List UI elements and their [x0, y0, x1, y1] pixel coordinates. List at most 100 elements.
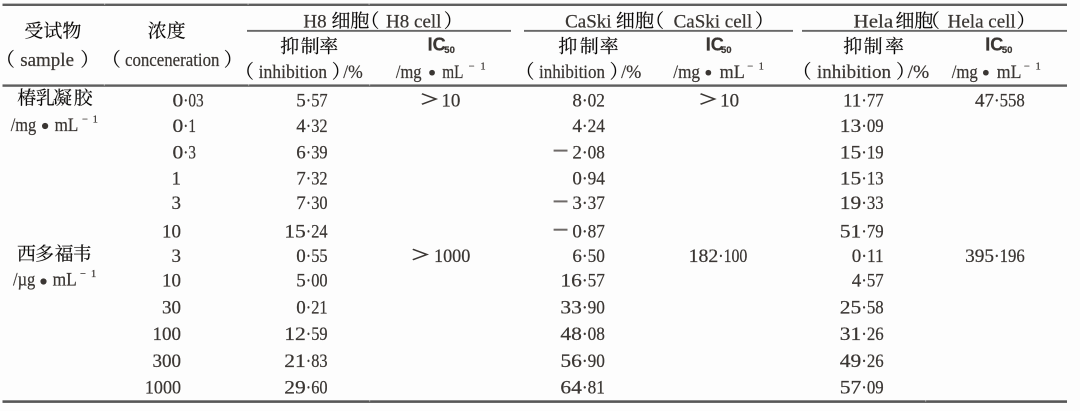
svg-text:/mg: /mg [396, 62, 422, 83]
svg-text:mL: mL [55, 115, 79, 136]
svg-text:13: 13 [840, 116, 862, 137]
svg-text:7: 7 [296, 169, 306, 190]
svg-text:inhibition: inhibition [539, 62, 605, 83]
svg-text:12: 12 [284, 324, 306, 345]
svg-text:·3: ·3 [183, 142, 196, 163]
svg-text:·26: ·26 [861, 351, 883, 372]
svg-text:·55: ·55 [306, 246, 328, 267]
svg-text:4: 4 [852, 271, 862, 292]
svg-text:0: 0 [173, 116, 184, 137]
svg-text:/mg: /mg [952, 62, 979, 83]
svg-text:49: 49 [840, 351, 862, 372]
svg-text:·196: ·196 [994, 246, 1025, 267]
svg-text:Hela cell: Hela cell [948, 11, 1016, 32]
svg-text:64: 64 [560, 378, 582, 399]
svg-text:/%: /% [621, 62, 641, 83]
svg-text:0: 0 [852, 246, 862, 267]
svg-text:/µg: /µg [13, 270, 36, 291]
svg-text:51: 51 [840, 221, 862, 242]
svg-text:5: 5 [296, 90, 306, 111]
svg-text:4: 4 [572, 116, 582, 137]
svg-text:·60: ·60 [306, 378, 328, 399]
svg-text:·19: ·19 [861, 142, 883, 163]
svg-text:3: 3 [172, 193, 182, 214]
svg-text:/%: /% [343, 62, 363, 83]
svg-text:10: 10 [441, 90, 460, 111]
svg-text:conceneration: conceneration [125, 50, 220, 71]
svg-text:CaSki: CaSki [565, 11, 611, 32]
svg-text:25: 25 [840, 297, 862, 318]
svg-text:·87: ·87 [582, 221, 605, 242]
svg-text:11: 11 [843, 90, 861, 111]
svg-text:·09: ·09 [861, 378, 883, 399]
svg-text:·50: ·50 [582, 246, 605, 267]
svg-text:21: 21 [284, 351, 306, 372]
svg-text:mL: mL [720, 62, 745, 83]
svg-text:·00: ·00 [306, 271, 328, 292]
svg-text:3: 3 [572, 193, 582, 214]
svg-text:mL: mL [442, 62, 463, 83]
svg-text:·77: ·77 [861, 90, 883, 111]
svg-text:7: 7 [296, 193, 306, 214]
svg-text:57: 57 [840, 378, 862, 399]
svg-text:0: 0 [296, 246, 306, 267]
svg-text:− 1: − 1 [747, 61, 764, 72]
svg-text:3: 3 [172, 246, 182, 267]
svg-text:·57: ·57 [861, 271, 883, 292]
svg-text:sample: sample [20, 50, 74, 71]
svg-text:H8: H8 [303, 11, 326, 32]
svg-text:50: 50 [444, 45, 455, 56]
svg-text:·58: ·58 [861, 297, 883, 318]
svg-text:·08: ·08 [582, 142, 605, 163]
svg-text:10: 10 [162, 271, 181, 292]
svg-text:H8 cell: H8 cell [386, 11, 441, 32]
svg-text:·02: ·02 [582, 90, 605, 111]
svg-text:·57: ·57 [582, 271, 605, 292]
svg-text:100: 100 [153, 324, 182, 345]
svg-text:IC: IC [706, 34, 724, 54]
svg-text:1000: 1000 [434, 246, 470, 267]
svg-text:0: 0 [173, 90, 184, 111]
svg-text:IC: IC [985, 34, 1003, 54]
svg-text:/mg: /mg [11, 115, 37, 136]
svg-text:·26: ·26 [861, 324, 883, 345]
svg-text:·81: ·81 [582, 378, 605, 399]
svg-text:15: 15 [840, 142, 862, 163]
svg-text:·32: ·32 [306, 116, 328, 137]
svg-text:0: 0 [296, 297, 306, 318]
svg-text:− 1: − 1 [1024, 61, 1041, 72]
svg-text:29: 29 [284, 378, 306, 399]
svg-text:·08: ·08 [582, 324, 605, 345]
svg-text:16: 16 [560, 271, 582, 292]
svg-text:33: 33 [560, 297, 582, 318]
svg-text:inhibition: inhibition [817, 62, 891, 83]
svg-text:15: 15 [840, 169, 862, 190]
svg-text:− 1: − 1 [469, 61, 486, 72]
svg-text:·32: ·32 [306, 169, 328, 190]
svg-text:47: 47 [975, 90, 994, 111]
svg-text:·21: ·21 [306, 297, 328, 318]
svg-text:50: 50 [1002, 45, 1013, 56]
svg-text:·100: ·100 [718, 246, 747, 267]
svg-text:19: 19 [840, 193, 862, 214]
svg-text:31: 31 [840, 324, 862, 345]
svg-text:8: 8 [572, 90, 582, 111]
svg-text:·83: ·83 [306, 351, 328, 372]
svg-text:inhibition: inhibition [259, 62, 328, 83]
svg-text:10: 10 [162, 221, 181, 242]
svg-text:·39: ·39 [306, 142, 328, 163]
svg-text:·57: ·57 [306, 90, 328, 111]
svg-text:·11: ·11 [861, 246, 883, 267]
svg-text:·79: ·79 [861, 221, 883, 242]
svg-text:·1: ·1 [183, 116, 196, 137]
svg-text:6: 6 [572, 246, 582, 267]
svg-text:0: 0 [572, 221, 582, 242]
svg-text:mL: mL [53, 270, 77, 291]
svg-text:·24: ·24 [306, 221, 328, 242]
svg-text:/%: /% [908, 62, 930, 83]
svg-text:6: 6 [296, 142, 306, 163]
svg-text:182: 182 [689, 246, 719, 267]
svg-text:2: 2 [572, 142, 582, 163]
svg-text:IC: IC [428, 34, 446, 54]
svg-text:·90: ·90 [582, 297, 605, 318]
